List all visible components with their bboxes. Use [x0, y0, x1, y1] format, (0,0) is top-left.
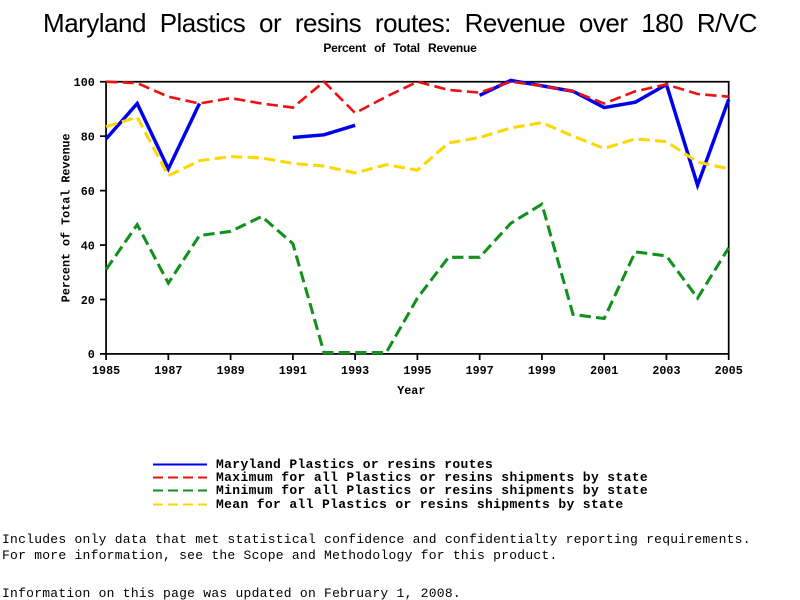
- series-line-2: [104, 201, 730, 355]
- svg-text:1989: 1989: [217, 364, 245, 378]
- legend-swatch-minimum-icon: [153, 489, 207, 492]
- svg-text:1985: 1985: [92, 364, 120, 378]
- x-axis: 1985 1987 1989 1991 1993 1995 1997 1999 2001 2003…: [92, 353, 743, 378]
- svg-text:0: 0: [88, 348, 95, 362]
- svg-text:20: 20: [81, 294, 95, 308]
- series-line-1: [106, 79, 729, 115]
- svg-text:2005: 2005: [715, 364, 743, 378]
- series-line-0: [292, 123, 356, 140]
- legend-swatch-maryland-icon: [153, 463, 207, 466]
- svg-text:2001: 2001: [590, 364, 618, 378]
- legend-label-mean: Mean for all Plastics or resins shipment…: [216, 496, 624, 512]
- svg-text:1987: 1987: [154, 364, 182, 378]
- legend-label-maximum: Maximum for all Plastics or resins shipm…: [216, 470, 649, 486]
- legend-row-maximum: Maximum for all Plastics or resins shipm…: [152, 470, 649, 486]
- legend-row-maryland: Maryland Plastics or resins routes: [152, 457, 648, 473]
- footnote-scope: For more information, see the Scope and …: [2, 548, 558, 563]
- svg-text:1995: 1995: [403, 364, 431, 378]
- plot-frame: [105, 80, 730, 355]
- svg-text:100: 100: [74, 76, 95, 90]
- svg-text:80: 80: [81, 131, 95, 145]
- chart-subtitle: Percent of Total Revenue: [323, 41, 477, 55]
- legend-label-minimum: Minimum for all Plastics or resins shipm…: [216, 483, 649, 499]
- updated-note: Information on this page was updated on …: [2, 586, 461, 600]
- x-axis-label: Year: [397, 384, 425, 398]
- svg-text:1999: 1999: [528, 364, 556, 378]
- chart-title: Maryland Plastics or resins routes: Reve…: [43, 8, 757, 38]
- svg-text:40: 40: [81, 239, 95, 253]
- legend: Maryland Plastics or resins routes Maxim…: [152, 457, 649, 512]
- legend-row-mean: Mean for all Plastics or resins shipment…: [152, 496, 648, 512]
- series-line-0: [478, 78, 731, 191]
- legend-label-maryland: Maryland Plastics or resins routes: [216, 457, 494, 473]
- y-axis: 0 20 40 60 80 100: [74, 76, 107, 362]
- line-chart: 0 20 40 60 80 100 1985 1987 1989 1991 1993 1995 1997…: [60, 76, 743, 398]
- svg-text:2003: 2003: [652, 364, 680, 378]
- series-line-3: [105, 115, 730, 178]
- footnote-confidence: Includes only data that met statistical …: [2, 532, 751, 547]
- legend-swatch-maximum-icon: [153, 476, 207, 479]
- series-line-0: [104, 100, 202, 173]
- svg-text:1993: 1993: [341, 364, 369, 378]
- legend-swatch-mean-icon: [153, 503, 207, 506]
- svg-text:60: 60: [81, 185, 95, 199]
- legend-row-minimum: Minimum for all Plastics or resins shipm…: [152, 483, 649, 499]
- y-axis-label: Percent of Total Revenue: [60, 133, 74, 302]
- svg-text:1991: 1991: [279, 364, 307, 378]
- svg-text:1997: 1997: [466, 364, 494, 378]
